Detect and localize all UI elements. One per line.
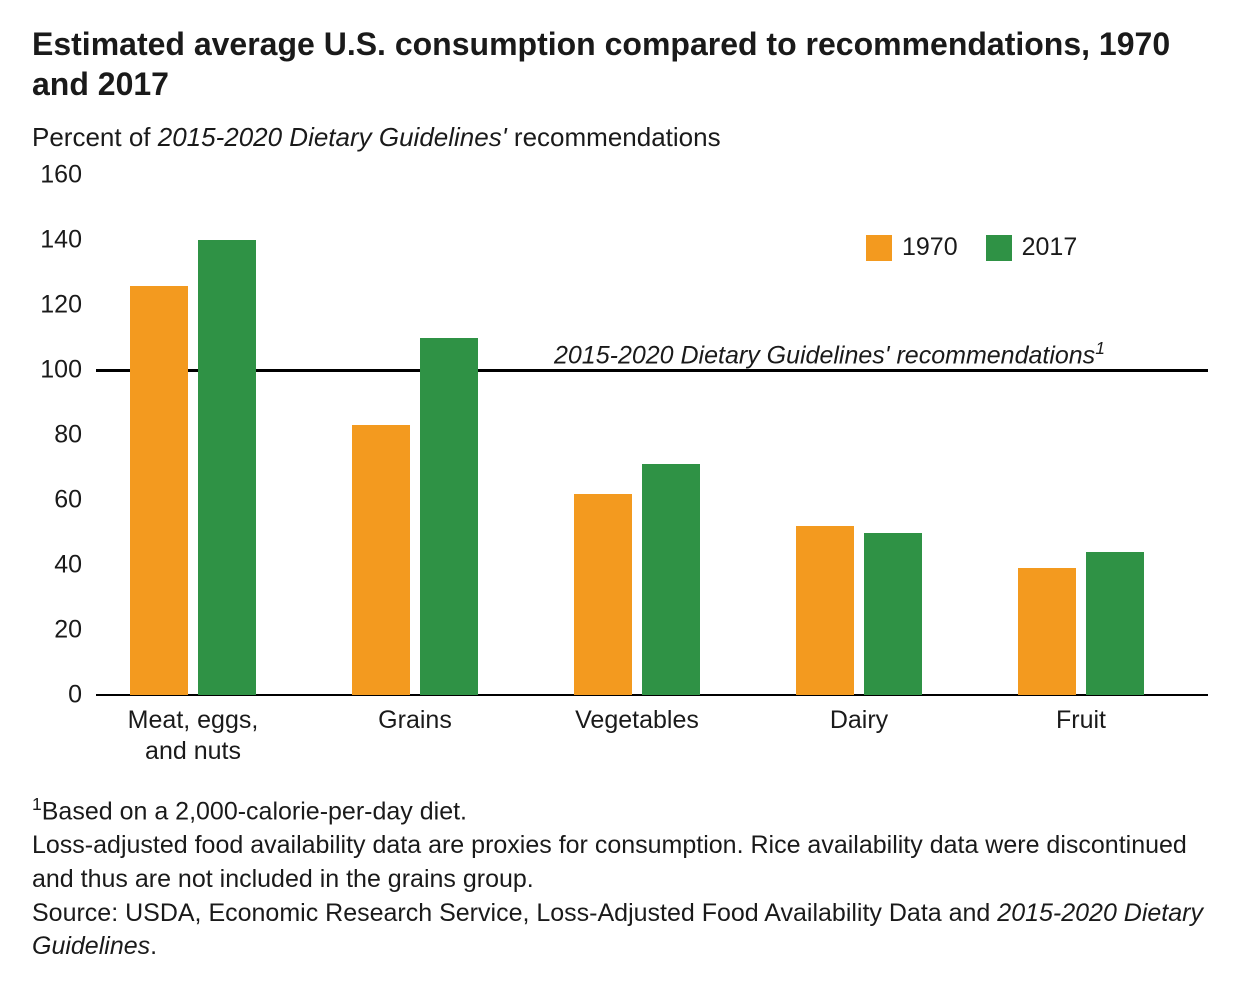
footnote-2: Loss-adjusted food availability data are…	[32, 829, 1210, 897]
chart-title: Estimated average U.S. consumption compa…	[32, 24, 1210, 104]
legend-swatch	[866, 235, 892, 261]
subtitle-suffix: recommendations	[507, 122, 721, 152]
bar	[130, 286, 188, 696]
reference-line-label: 2015-2020 Dietary Guidelines' recommenda…	[554, 338, 1105, 370]
x-tick-label: Dairy	[830, 705, 888, 736]
footnotes: 1Based on a 2,000-calorie-per-day diet. …	[32, 793, 1210, 964]
legend-item: 1970	[866, 233, 958, 262]
legend-item: 2017	[986, 233, 1078, 262]
legend-label: 2017	[1022, 233, 1078, 262]
y-tick-label: 60	[22, 486, 82, 515]
legend-label: 1970	[902, 233, 958, 262]
legend-swatch	[986, 235, 1012, 261]
bar	[574, 494, 632, 696]
y-tick-label: 140	[22, 226, 82, 255]
plot-area: 2015-2020 Dietary Guidelines' recommenda…	[96, 175, 1208, 695]
chart-subtitle: Percent of 2015-2020 Dietary Guidelines'…	[32, 122, 1210, 153]
bar	[864, 533, 922, 696]
legend: 1970 2017	[866, 233, 1077, 262]
y-tick-label: 80	[22, 421, 82, 450]
y-tick-label: 100	[22, 356, 82, 385]
x-axis-labels: Meat, eggs, and nuts Grains Vegetables Dair…	[96, 705, 1208, 785]
subtitle-prefix: Percent of	[32, 122, 158, 152]
y-tick-label: 0	[22, 681, 82, 710]
y-tick-label: 40	[22, 551, 82, 580]
source-line: Source: USDA, Economic Research Service,…	[32, 897, 1210, 965]
bar	[642, 464, 700, 695]
x-tick-label: Fruit	[1056, 705, 1106, 736]
bar	[796, 526, 854, 695]
y-tick-label: 160	[22, 161, 82, 190]
figure-container: Estimated average U.S. consumption compa…	[0, 0, 1242, 992]
bar	[198, 240, 256, 695]
x-tick-label: Vegetables	[575, 705, 699, 736]
bar	[1018, 568, 1076, 695]
bar	[352, 425, 410, 695]
footnote-1: 1Based on a 2,000-calorie-per-day diet.	[32, 793, 1210, 829]
chart-area: 0204060801001201401602015-2020 Dietary G…	[32, 175, 1208, 775]
bar	[420, 338, 478, 696]
x-tick-label: Grains	[378, 705, 452, 736]
x-tick-label: Meat, eggs, and nuts	[128, 705, 259, 768]
y-tick-label: 20	[22, 616, 82, 645]
y-tick-label: 120	[22, 291, 82, 320]
subtitle-italic: 2015-2020 Dietary Guidelines'	[158, 122, 507, 152]
bar	[1086, 552, 1144, 695]
